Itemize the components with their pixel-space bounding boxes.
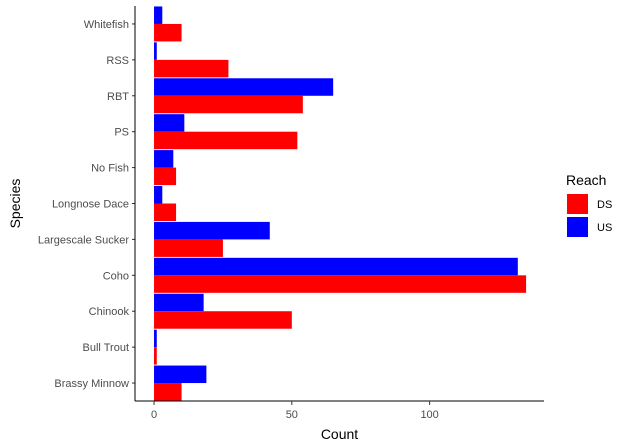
y-tick-label: Brassy Minnow	[54, 378, 129, 390]
bar-ds-rbt	[154, 95, 303, 114]
legend-label-ds: DS	[597, 199, 612, 211]
bar-ds-whitefish	[154, 23, 182, 42]
bar-us-no-fish	[154, 150, 174, 168]
x-ticks	[153, 401, 431, 405]
bar-ds-longnose-dace	[154, 203, 177, 221]
y-tick-label: No Fish	[91, 163, 129, 175]
y-axis-title: Species	[7, 179, 23, 229]
y-tick-labels: Whitefish RSS RBT PS No Fish Longnose Dace Lar…	[38, 19, 130, 390]
bar-ds-no-fish	[154, 167, 177, 186]
y-tick-label: Coho	[103, 270, 129, 282]
x-tick-label: 0	[151, 409, 157, 421]
bar-ds-brassy-minnow	[154, 383, 182, 401]
legend-title: Reach	[566, 172, 606, 188]
x-axis-title: Count	[321, 426, 358, 442]
y-tick-label: Longnose Dace	[52, 199, 129, 211]
bar-us-coho	[154, 257, 518, 276]
y-tick-label: RBT	[107, 91, 129, 103]
bar-ds-coho	[154, 275, 527, 293]
legend-label-us: US	[597, 222, 612, 234]
bar-us-ps	[154, 114, 185, 132]
x-tick-label: 50	[286, 409, 298, 421]
y-tick-label: Whitefish	[84, 19, 129, 31]
bar-us-largescale-sucker	[154, 221, 270, 240]
x-tick-label: 100	[420, 409, 438, 421]
bars	[154, 6, 527, 401]
bar-ds-chinook	[154, 311, 292, 329]
bar-us-rss	[154, 42, 157, 60]
bar-ds-ps	[154, 131, 298, 150]
y-tick-label: Bull Trout	[83, 342, 129, 354]
y-tick-label: PS	[114, 127, 129, 139]
y-tick-label: Largescale Sucker	[38, 234, 129, 246]
bar-us-rbt	[154, 78, 334, 96]
bar-ds-largescale-sucker	[154, 239, 223, 257]
x-tick-labels: 0 50 100	[151, 409, 439, 421]
bar-us-brassy-minnow	[154, 365, 207, 384]
bar-us-longnose-dace	[154, 186, 163, 204]
bar-ds-rss	[154, 59, 229, 78]
y-tick-label: Chinook	[89, 306, 130, 318]
bar-us-chinook	[154, 293, 204, 312]
legend-key-us	[567, 217, 588, 237]
y-tick-label: RSS	[106, 55, 129, 67]
bar-ds-bull-trout	[154, 347, 157, 365]
bar-us-whitefish	[154, 6, 163, 24]
legend-key-ds	[567, 194, 588, 214]
legend: Reach DS US	[566, 172, 612, 237]
bar-us-bull-trout	[154, 329, 157, 348]
